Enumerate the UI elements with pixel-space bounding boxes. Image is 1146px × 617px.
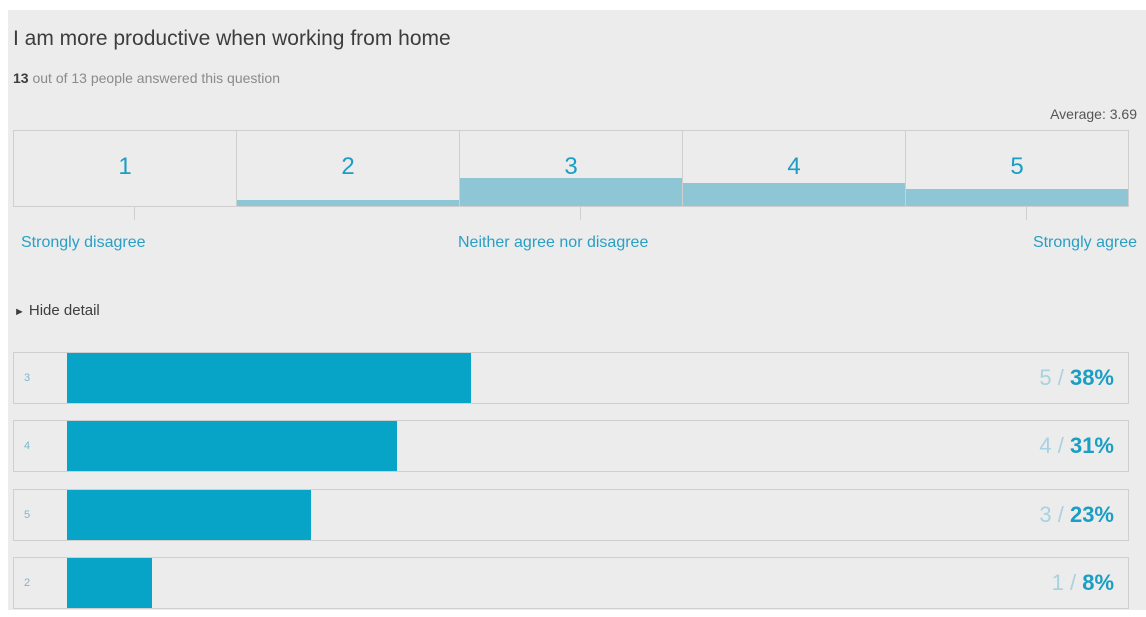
detail-row-label: 2 (24, 577, 31, 589)
scale-number-1: 1 (118, 153, 132, 180)
scale-cell-5: 5 (906, 131, 1128, 206)
detail-row-stat: 4 / 31% (1039, 433, 1114, 458)
question-title: I am more productive when working from h… (13, 27, 451, 50)
detail-row: 3 5 / 38% (13, 352, 1129, 404)
scale-fill-4 (683, 183, 905, 206)
scale-tick-low (134, 207, 135, 220)
detail-row-label: 5 (24, 509, 31, 521)
detail-row-bar (67, 558, 152, 608)
hide-detail-label: Hide detail (28, 302, 100, 319)
detail-row-count: 5 (1039, 365, 1052, 390)
anchor-neutral: Neither agree nor disagree (458, 234, 649, 251)
detail-row-percent: 23% (1069, 502, 1114, 527)
scale-number-4: 4 (787, 153, 801, 180)
answered-rest: out of 13 people answered this question (32, 70, 280, 86)
scale-number-2: 2 (341, 153, 355, 180)
detail-row-percent: 8% (1082, 570, 1114, 595)
scale-fill-5 (906, 189, 1128, 206)
rating-scale: 1 2 3 4 5 (13, 130, 1129, 207)
detail-row-bar (67, 421, 397, 471)
scale-fill-3 (460, 178, 682, 206)
scale-cell-2: 2 (237, 131, 460, 206)
detail-row-count: 1 (1051, 570, 1064, 595)
anchor-strongly-agree: Strongly agree (1032, 234, 1137, 251)
detail-row-label: 4 (24, 440, 31, 452)
detail-row-stat: 5 / 38% (1039, 365, 1114, 390)
scale-number-3: 3 (564, 153, 578, 180)
detail-row: 2 1 / 8% (13, 557, 1129, 609)
detail-row-label: 3 (24, 372, 31, 384)
detail-row-bar (67, 490, 311, 540)
detail-row: 5 3 / 23% (13, 489, 1129, 541)
scale-number-5: 5 (1010, 153, 1024, 180)
detail-row-count: 3 (1039, 502, 1052, 527)
scale-cell-4: 4 (683, 131, 906, 206)
hide-detail-toggle[interactable]: ► Hide detail (14, 302, 100, 319)
scale-tick-mid (580, 207, 581, 220)
detail-row-percent: 38% (1069, 365, 1114, 390)
scale-fill-2 (237, 200, 459, 206)
triangle-right-icon: ► (14, 306, 25, 318)
detail-row-bar (67, 353, 471, 403)
detail-row-stat: 1 / 8% (1051, 570, 1114, 595)
scale-cell-3: 3 (460, 131, 683, 206)
scale-cell-1: 1 (14, 131, 237, 206)
answered-summary: 13 out of 13 people answered this questi… (13, 70, 280, 86)
answered-count: 13 (13, 70, 29, 86)
average-score: Average: 3.69 (1050, 106, 1137, 122)
scale-tick-high (1026, 207, 1027, 220)
detail-row-count: 4 (1039, 433, 1052, 458)
detail-row-percent: 31% (1069, 433, 1114, 458)
detail-row-stat: 3 / 23% (1039, 502, 1114, 527)
anchor-strongly-disagree: Strongly disagree (21, 234, 146, 251)
detail-row: 4 4 / 31% (13, 420, 1129, 472)
